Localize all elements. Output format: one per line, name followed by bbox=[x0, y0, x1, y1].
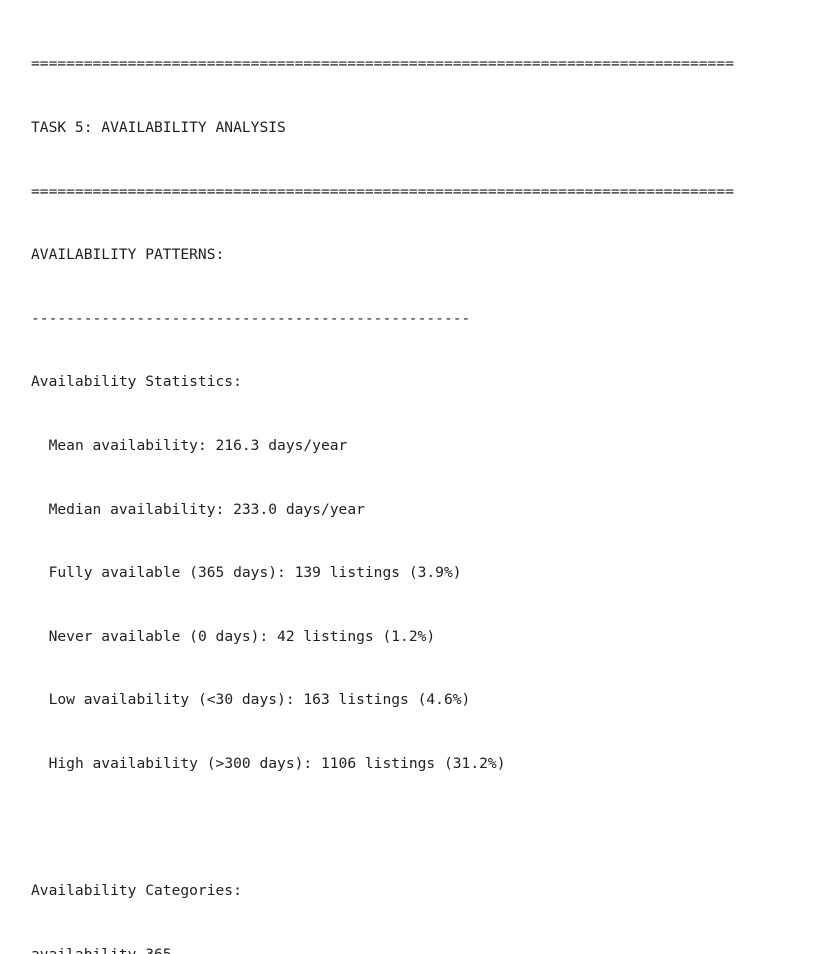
cell-output: ========================================… bbox=[31, 11, 734, 954]
stats-header: Availability Statistics: bbox=[31, 371, 734, 392]
stat-never-available: Never available (0 days): 42 listings (1… bbox=[31, 626, 734, 647]
stat-fully-available: Fully available (365 days): 139 listings… bbox=[31, 562, 734, 583]
separator-mid: ========================================… bbox=[31, 181, 734, 202]
blank-line bbox=[31, 817, 734, 838]
categories-header: Availability Categories: bbox=[31, 880, 734, 901]
section-header: AVAILABILITY PATTERNS: bbox=[31, 244, 734, 265]
stat-mean: Mean availability: 216.3 days/year bbox=[31, 435, 734, 456]
series-index-name: availability_365 bbox=[31, 944, 734, 954]
task-title: TASK 5: AVAILABILITY ANALYSIS bbox=[31, 117, 734, 138]
stat-high-availability: High availability (>300 days): 1106 list… bbox=[31, 753, 734, 774]
separator-top: ========================================… bbox=[31, 53, 734, 74]
stat-median: Median availability: 233.0 days/year bbox=[31, 499, 734, 520]
section-rule: ----------------------------------------… bbox=[31, 308, 734, 329]
stat-low-availability: Low availability (<30 days): 163 listing… bbox=[31, 689, 734, 710]
